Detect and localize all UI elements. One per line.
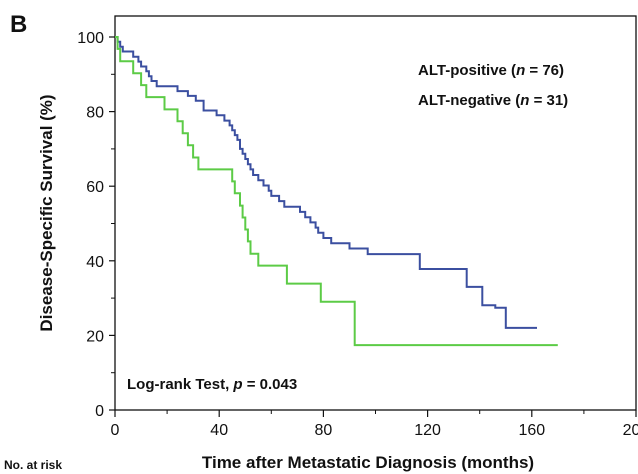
- panel-label: B: [10, 11, 27, 38]
- legend-entry-alt-negative: ALT-negative (n = 31): [418, 92, 568, 109]
- survival-curve-alt-negative: [115, 36, 558, 347]
- x-tick-label: 160: [518, 422, 545, 439]
- y-axis: 0 20 40 60 80 100: [77, 30, 115, 420]
- x-axis-title: Time after Metastatic Diagnosis (months): [202, 453, 534, 472]
- y-tick-label: 40: [86, 254, 104, 271]
- x-tick-label: 40: [210, 422, 228, 439]
- x-axis: 0 40 80 120 160 200: [111, 410, 638, 439]
- y-tick-label: 100: [77, 30, 104, 47]
- logrank-annotation: Log-rank Test, p = 0.043: [127, 376, 297, 393]
- survival-curve-alt-positive: [115, 36, 537, 329]
- y-axis-title: Disease-Specific Survival (%): [37, 94, 56, 331]
- y-tick-label: 60: [86, 179, 104, 196]
- y-tick-label: 80: [86, 105, 104, 122]
- x-tick-label: 120: [414, 422, 441, 439]
- x-tick-label: 0: [111, 422, 120, 439]
- legend-entry-alt-positive: ALT-positive (n = 76): [418, 62, 564, 79]
- x-tick-label: 200: [623, 422, 638, 439]
- y-tick-label: 0: [95, 403, 104, 420]
- risk-table-label: No. at risk: [4, 458, 62, 472]
- survival-curves: [115, 36, 558, 347]
- x-tick-label: 80: [315, 422, 333, 439]
- legend: ALT-positive (n = 76) ALT-negative (n = …: [418, 62, 568, 109]
- y-tick-label: 20: [86, 328, 104, 345]
